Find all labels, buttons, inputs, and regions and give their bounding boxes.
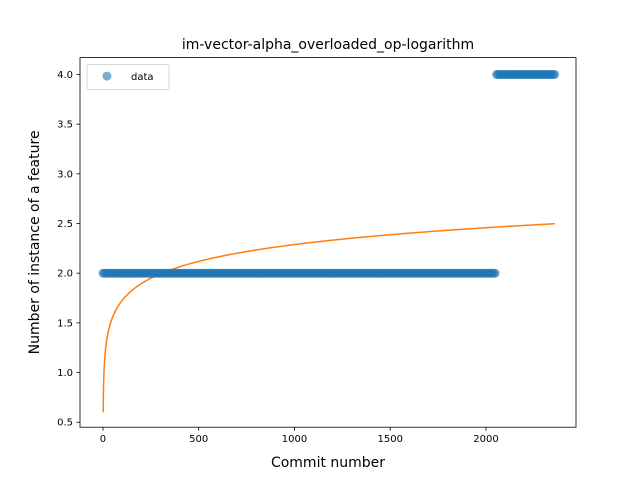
x-tick-label: 500 (189, 434, 208, 445)
plot-frame (79, 57, 577, 428)
y-tick-label: 4.0 (57, 70, 73, 81)
data-point (550, 69, 560, 79)
y-tick-label: 3.0 (57, 169, 73, 180)
legend-label-data: data (131, 72, 154, 83)
legend-marker-data (102, 71, 112, 81)
y-tick-label: 3.5 (57, 120, 73, 131)
x-axis-title: Commit number (271, 455, 385, 471)
x-tick-label: 2000 (473, 434, 498, 445)
y-tick-label: 1.0 (57, 368, 73, 379)
ticks-layer: 0 500 1000 1500 2000 0.5 1.0 1.5 2.0 2.5 3.0 3.5 4.0 (57, 70, 499, 445)
fit-layer (102, 222, 555, 413)
legend: data (86, 64, 170, 90)
x-tick-label: 0 (100, 434, 106, 445)
y-tick-label: 1.5 (57, 318, 73, 329)
chart-title: im-vector-alpha_overloaded_op-logarithm (182, 37, 474, 53)
x-tick-label: 1000 (282, 434, 307, 445)
y-axis-title: Number of instance of a feature (27, 130, 43, 354)
scatter-layer (98, 69, 560, 278)
x-tick-label: 1500 (378, 434, 403, 445)
y-tick-label: 2.5 (57, 219, 73, 230)
legend-box (86, 64, 170, 90)
y-tick-label: 2.0 (57, 269, 73, 280)
y-tick-label: 0.5 (57, 418, 73, 429)
fit-line (102, 222, 555, 413)
data-point (490, 268, 500, 278)
